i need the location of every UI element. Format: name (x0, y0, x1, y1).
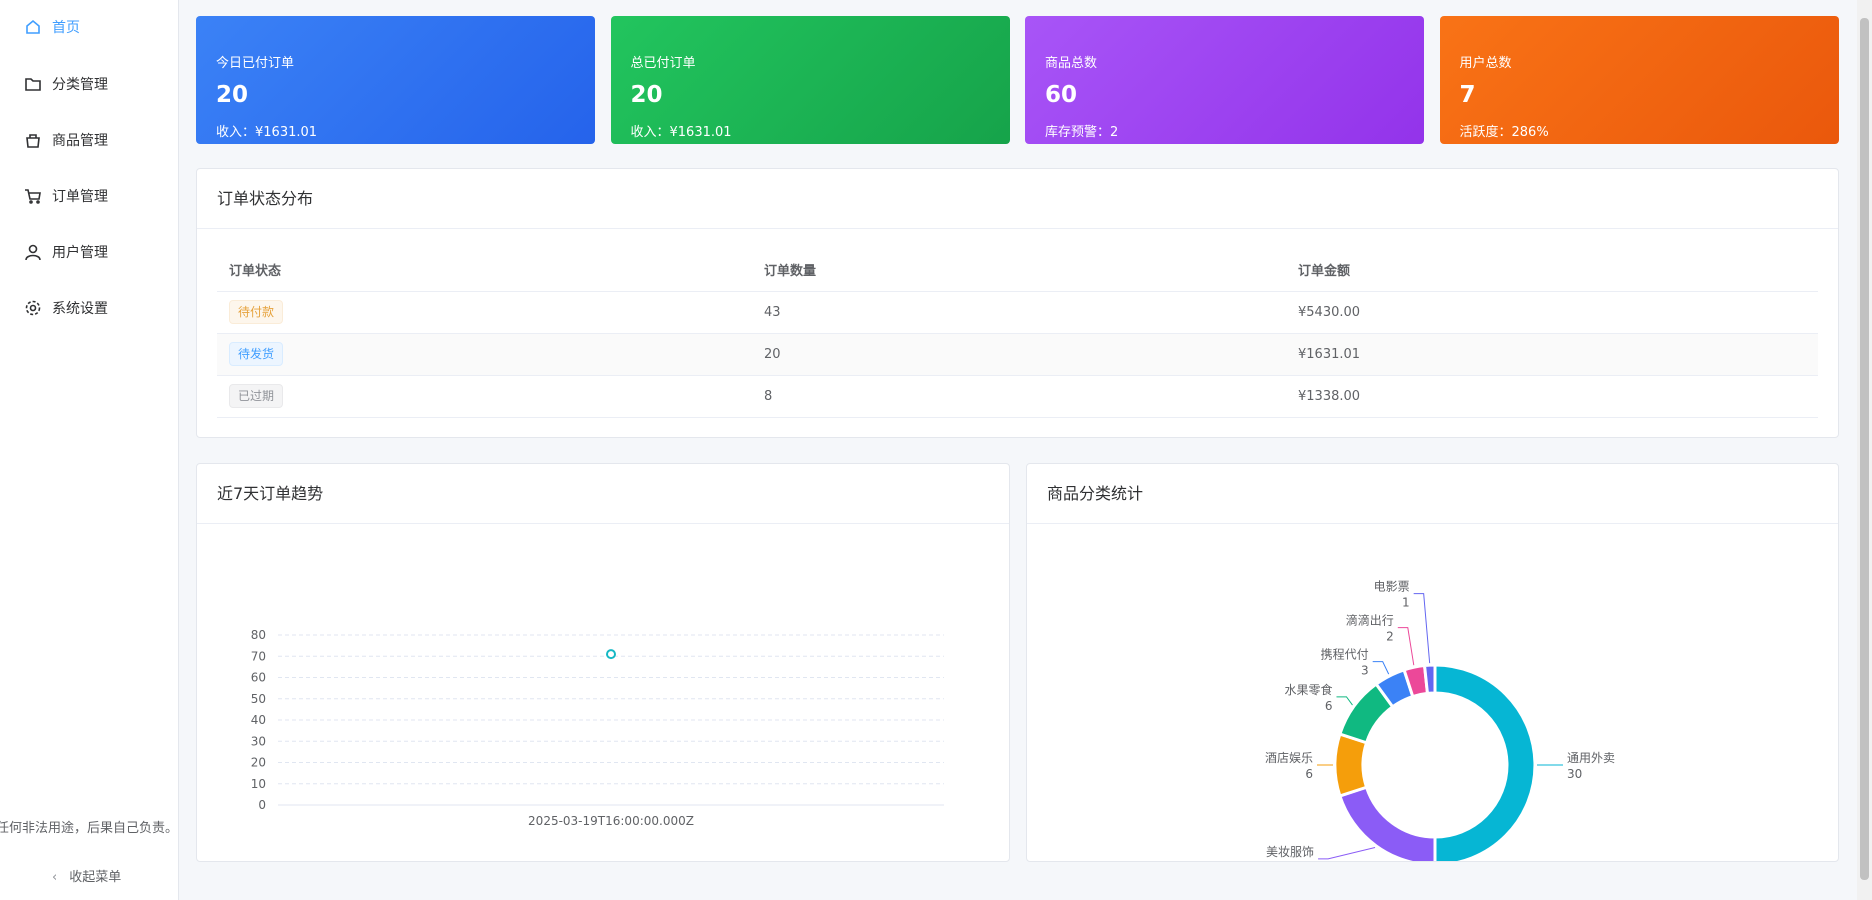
y-tick-label: 50 (251, 692, 266, 706)
stat-label: 商品总数 (1045, 56, 1098, 71)
slice-label: 美妆服饰 (1266, 845, 1314, 859)
slice-label: 滴滴出行 (1346, 613, 1394, 628)
stat-value: 60 (1045, 82, 1078, 108)
stat-sub: 活跃度：286% (1459, 125, 1549, 140)
line-chart: 0 10 20 30 40 50 60 70 80 2025-03-19T16:00:00.000… (251, 628, 944, 828)
table-row: 待付款 43 ¥5430.00 (217, 291, 1818, 334)
y-tick-label: 20 (251, 756, 266, 770)
leader-line (1397, 627, 1415, 666)
slice-label: 携程代付 (1321, 647, 1369, 662)
slice-value: 30 (1567, 767, 1582, 781)
slice-label: 电影票 (1374, 580, 1410, 594)
status-tag: 已过期 (229, 384, 284, 408)
footer-note: 任何非法用途，后果自己负责。 (0, 821, 178, 836)
y-tick-label: 70 (251, 649, 266, 663)
table-cell: 已过期 (217, 375, 752, 418)
column-header: 订单状态 (217, 249, 752, 292)
stat-sub: 收入：¥1631.01 (216, 125, 318, 140)
stat-label: 用户总数 (1459, 56, 1512, 71)
table-cell: ¥5430.00 (1286, 291, 1818, 334)
pie-slice (1423, 663, 1437, 695)
stat-card: 商品总数 60 库存预警：2 (1025, 16, 1424, 144)
slice-value: 6 (1305, 767, 1313, 781)
stat-card: 今日已付订单 20 收入：¥1631.01 (196, 16, 595, 144)
table-row: 已过期 8 ¥1338.00 (217, 375, 1818, 418)
stat-sub: 库存预警：2 (1045, 125, 1119, 140)
status-tag: 待发货 (229, 342, 284, 366)
table-cell: 8 (752, 375, 1286, 418)
stat-value: 7 (1459, 82, 1476, 108)
stat-value: 20 (216, 82, 249, 108)
stat-card: 用户总数 7 活跃度：286% (1439, 16, 1839, 144)
menu-item[interactable]: 商品管理 (24, 128, 108, 152)
pie-slice (1338, 785, 1437, 867)
chevron: ‹ (52, 870, 58, 885)
table-cell: 待发货 (217, 333, 752, 376)
leader-line (1372, 661, 1390, 675)
menu-item[interactable]: 分类管理 (24, 72, 108, 96)
menu-label: 分类管理 (52, 77, 108, 93)
sidebar: 首页 分类管理 商品管理 订单管理 用户管理 系统设置 任何非法用途，后果自己负… (0, 0, 179, 900)
leader-line (1318, 847, 1376, 860)
menu-item[interactable]: 订单管理 (24, 184, 108, 208)
stat-label: 总已付订单 (630, 56, 696, 71)
pie-chart: 通用外卖30美妆服饰12酒店娱乐6水果零食6携程代付3滴滴出行2电影票1 (1265, 580, 1615, 875)
slice-value: 3 (1361, 664, 1369, 678)
y-tick-label: 80 (251, 628, 266, 642)
leader-line (1336, 696, 1353, 706)
menu-label: 用户管理 (52, 245, 108, 261)
panel-title: 商品分类统计 (1027, 464, 1838, 524)
collapse-label: 收起菜单 (69, 870, 122, 885)
y-tick-label: 10 (251, 777, 266, 791)
slice-label: 酒店娱乐 (1265, 751, 1313, 765)
stat-card: 总已付订单 20 收入：¥1631.01 (610, 16, 1010, 144)
table-cell: ¥1631.01 (1286, 333, 1818, 376)
table-cell: ¥1338.00 (1286, 375, 1818, 418)
y-tick-label: 0 (258, 798, 266, 812)
table-header: 订单状态 订单数量 订单金额 (217, 249, 1818, 292)
stat-value: 20 (630, 82, 663, 108)
x-tick-label: 2025-03-19T16:00:00.000Z (528, 814, 694, 828)
slice-value: 2 (1386, 630, 1394, 644)
table-cell: 待付款 (217, 291, 752, 334)
status-tag: 待付款 (229, 300, 284, 324)
table-cell: 43 (752, 291, 1286, 334)
slice-label: 水果零食 (1284, 682, 1332, 697)
menu-item[interactable]: 用户管理 (24, 240, 108, 264)
stat-label: 今日已付订单 (216, 56, 295, 71)
leader-line (1413, 593, 1431, 664)
trend-panel: 近7天订单趋势 0 10 20 30 40 50 60 70 80 2025-03-19T16:0… (196, 463, 1010, 862)
order-status-panel: 订单状态分布 订单状态 订单数量 订单金额 待付款 43 ¥5430.00 待发货 20 ¥1… (196, 168, 1839, 438)
y-tick-label: 30 (251, 734, 266, 748)
scrollbar-thumb[interactable] (1860, 18, 1869, 880)
column-header: 订单金额 (1286, 249, 1818, 292)
menu-label: 系统设置 (52, 301, 108, 317)
table-cell: 20 (752, 333, 1286, 376)
menu-item[interactable]: 首页 (24, 15, 80, 39)
table-row: 待发货 20 ¥1631.01 (217, 333, 1818, 376)
panel-title: 近7天订单趋势 (197, 464, 1009, 524)
pie-slice (1333, 732, 1369, 798)
table-body: 待付款 43 ¥5430.00 待发货 20 ¥1631.01 已过期 8 ¥1338.00 (217, 291, 1818, 418)
order-table: 订单状态 订单数量 订单金额 待付款 43 ¥5430.00 待发货 20 ¥1631.01 已… (217, 249, 1818, 418)
y-tick-label: 60 (251, 671, 266, 685)
menu-label: 首页 (52, 20, 80, 36)
slice-value: 1 (1402, 596, 1410, 610)
column-header: 订单数量 (752, 249, 1286, 292)
y-tick-label: 40 (251, 713, 266, 727)
pie-slice (1433, 663, 1537, 867)
menu-label: 订单管理 (52, 189, 108, 205)
collapse-button[interactable]: ‹ 收起菜单 (52, 866, 121, 885)
panel-title: 订单状态分布 (197, 169, 1838, 229)
slice-label: 通用外卖 (1567, 751, 1615, 765)
menu-label: 商品管理 (52, 133, 108, 149)
data-point (606, 649, 616, 660)
slice-value: 6 (1325, 699, 1333, 713)
menu-item[interactable]: 系统设置 (24, 296, 108, 320)
category-panel: 商品分类统计 通用外卖30美妆服饰12酒店娱乐6水果零食6携程代付3滴滴出行2电… (1026, 463, 1839, 875)
stat-sub: 收入：¥1631.01 (630, 125, 732, 140)
